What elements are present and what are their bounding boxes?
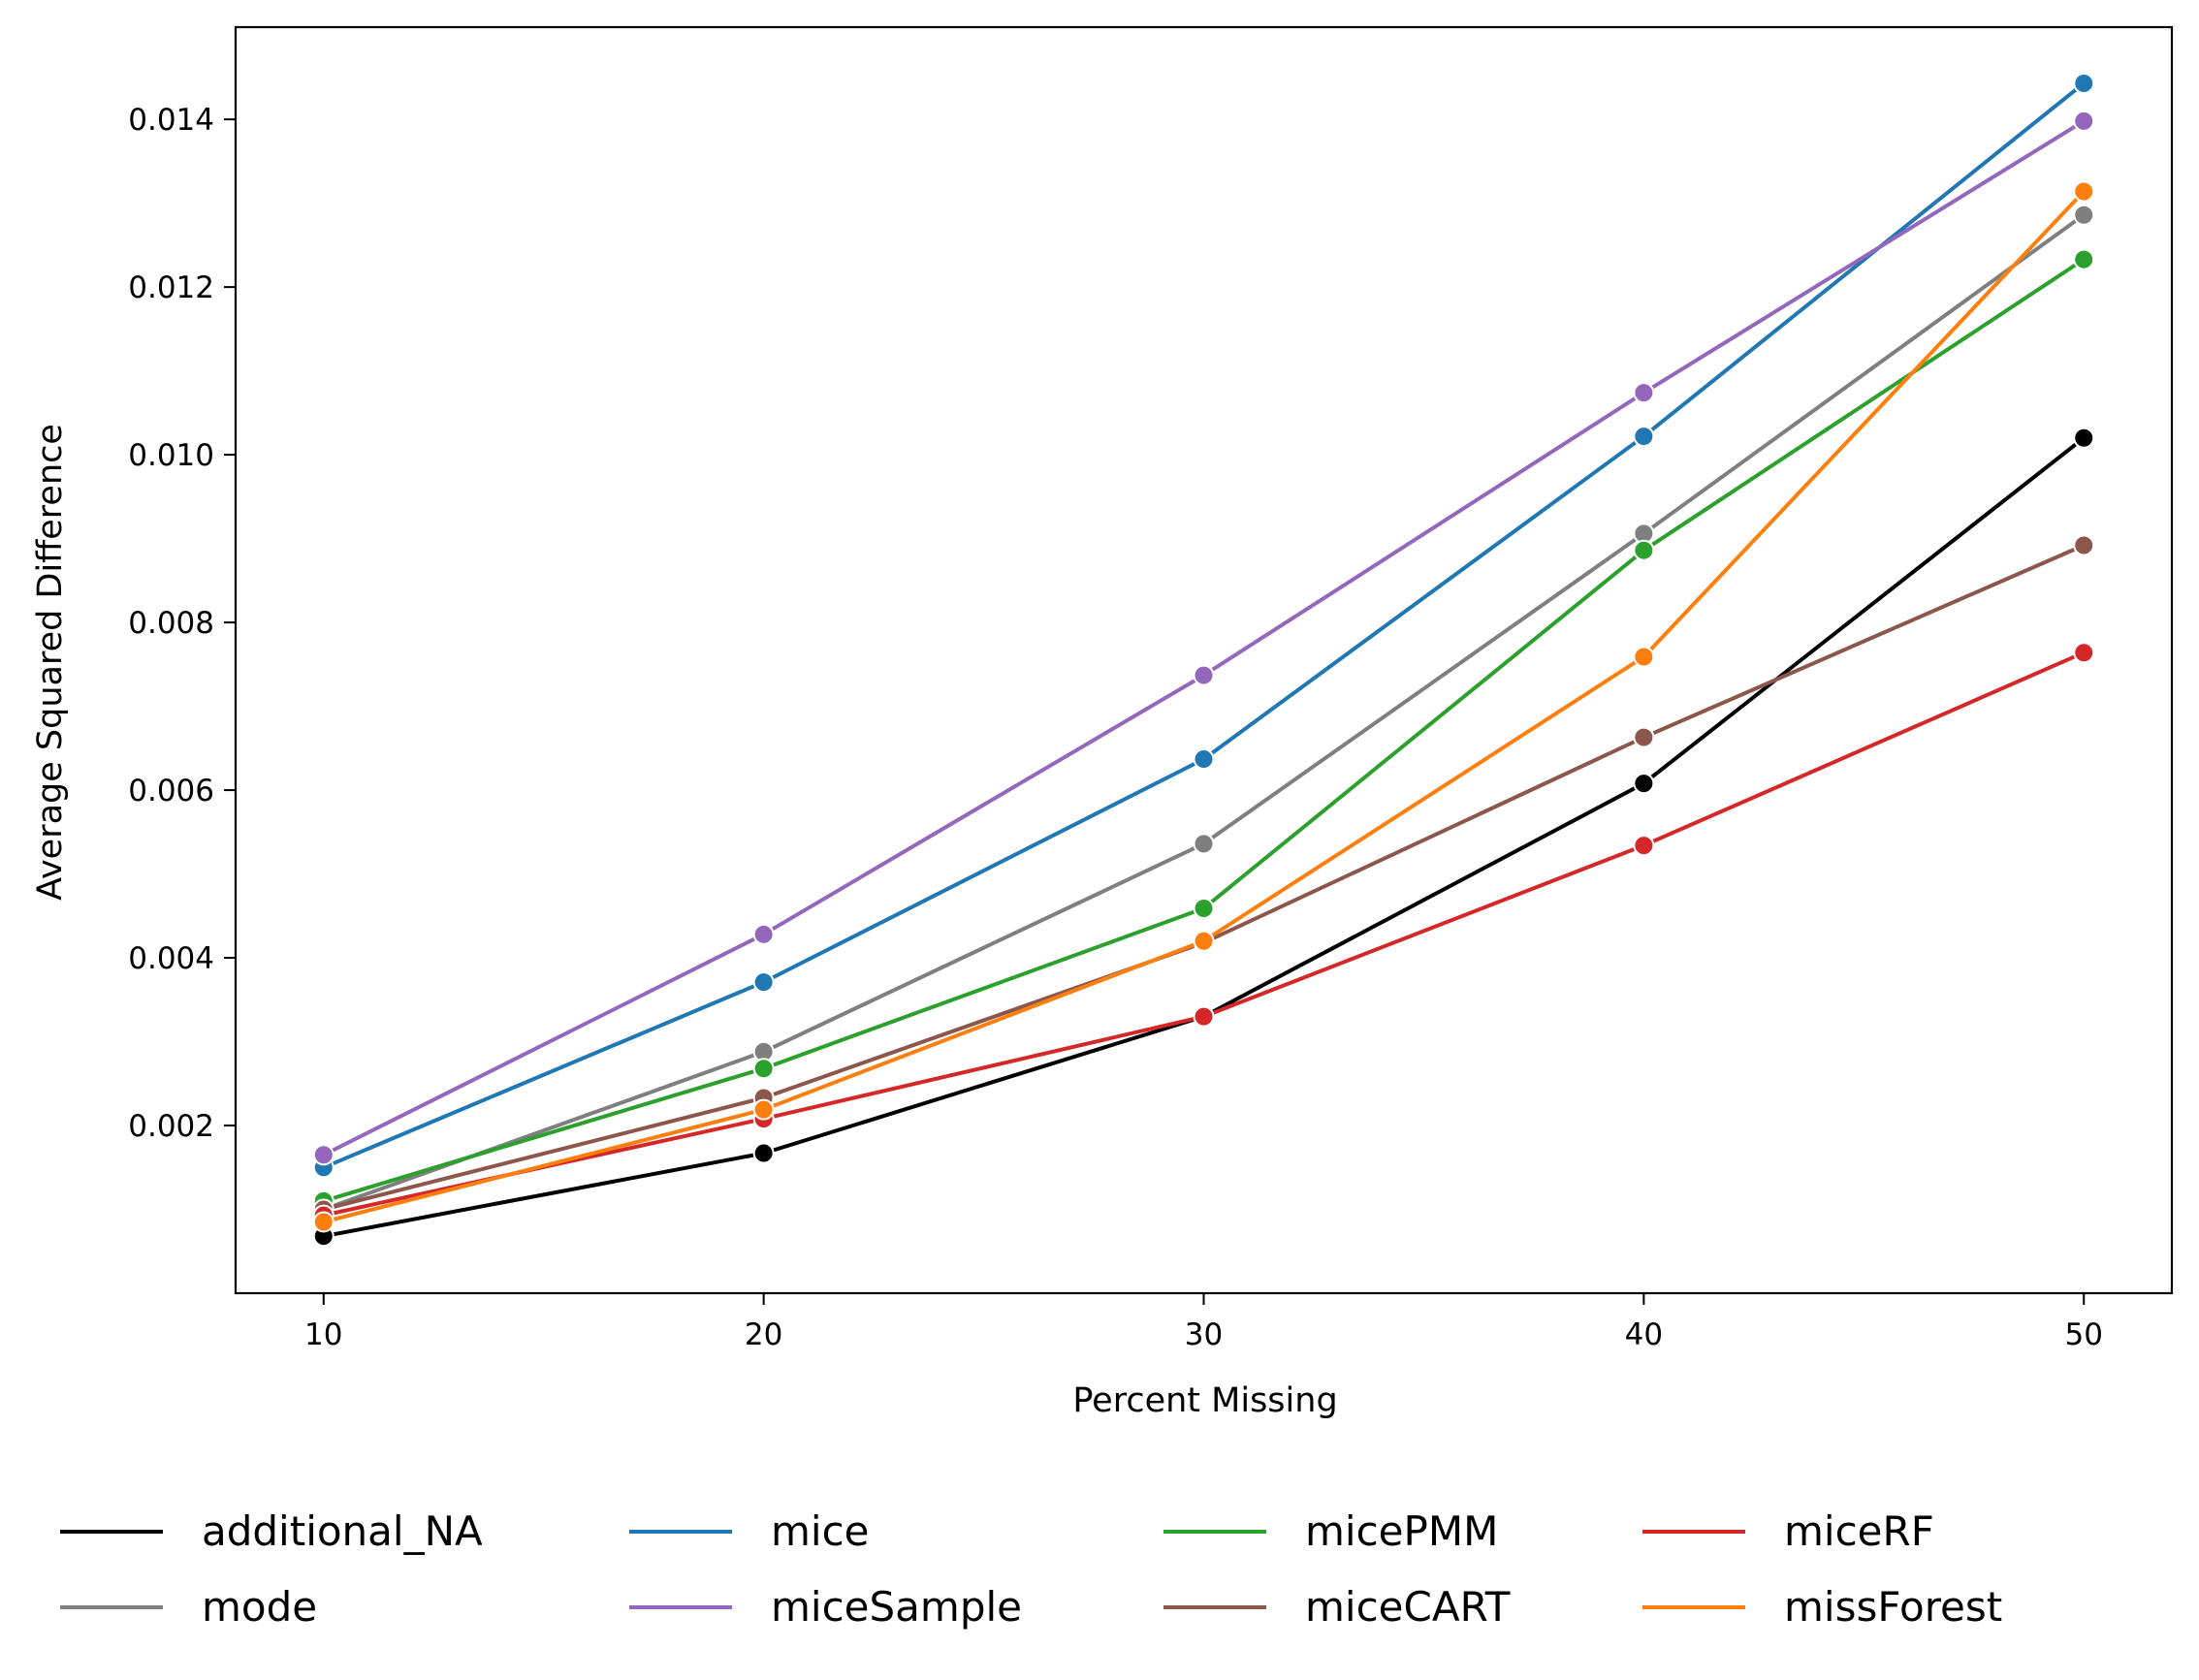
legend-label: miceSample bbox=[771, 1583, 1022, 1631]
data-point-micecart bbox=[2073, 534, 2095, 556]
data-point-missforest bbox=[1193, 930, 1215, 952]
legend-label: mode bbox=[202, 1583, 317, 1631]
data-point-micesample bbox=[1193, 664, 1215, 686]
series-line-mice bbox=[321, 80, 2087, 1170]
y-axis-label: Average Squared Difference bbox=[31, 424, 70, 901]
x-tick-label: 10 bbox=[304, 1317, 342, 1352]
data-point-missforest bbox=[2073, 180, 2095, 203]
data-point-additional-na bbox=[2073, 427, 2095, 449]
legend-item-mice: mice bbox=[629, 1507, 870, 1555]
series-micepmm bbox=[312, 248, 2095, 1212]
legend-item-additional-na: additional_NA bbox=[60, 1507, 483, 1555]
y-tick-label: 0.010 bbox=[128, 438, 214, 473]
y-tick-label: 0.008 bbox=[128, 606, 214, 641]
data-point-missforest bbox=[312, 1211, 335, 1233]
x-axis: 10 20 30 40 50 bbox=[304, 1293, 2103, 1352]
legend-label: miceCART bbox=[1305, 1583, 1511, 1631]
data-point-micerf bbox=[1633, 835, 1655, 857]
data-point-micerf bbox=[1193, 1005, 1215, 1028]
data-point-micepmm bbox=[1633, 539, 1655, 561]
series-micerf bbox=[312, 642, 2095, 1226]
y-tick-label: 0.014 bbox=[128, 103, 214, 138]
x-tick-label: 30 bbox=[1185, 1317, 1223, 1352]
x-axis-label: Percent Missing bbox=[1072, 1381, 1337, 1420]
series-layer bbox=[312, 72, 2095, 1248]
data-point-mice bbox=[1633, 426, 1655, 448]
y-tick-label: 0.006 bbox=[128, 774, 214, 808]
legend-item-micecart: miceCART bbox=[1163, 1583, 1511, 1631]
legend-item-micepmm: micePMM bbox=[1163, 1507, 1498, 1555]
data-point-micepmm bbox=[752, 1058, 775, 1080]
series-line-micepmm bbox=[321, 257, 2087, 1203]
data-point-additional-na bbox=[1633, 773, 1655, 795]
x-tick-label: 20 bbox=[745, 1317, 782, 1352]
data-point-micepmm bbox=[1193, 898, 1215, 920]
data-point-micerf bbox=[2073, 642, 2095, 664]
y-tick-label: 0.012 bbox=[128, 270, 214, 305]
legend-label: miceRF bbox=[1784, 1507, 1934, 1555]
legend-label: mice bbox=[771, 1507, 870, 1555]
legend-label: micePMM bbox=[1305, 1507, 1498, 1555]
data-point-micesample bbox=[312, 1144, 335, 1166]
legend-label: missForest bbox=[1784, 1583, 2002, 1631]
data-point-missforest bbox=[1633, 646, 1655, 668]
series-line-mode bbox=[321, 212, 2087, 1212]
data-point-micecart bbox=[1633, 726, 1655, 748]
data-point-missforest bbox=[752, 1098, 775, 1121]
series-line-micesample bbox=[321, 118, 2087, 1157]
y-axis: 0.002 0.004 0.006 0.008 0.010 0.012 0.014 bbox=[128, 103, 236, 1144]
data-point-micesample bbox=[1633, 382, 1655, 404]
legend-item-missforest: missForest bbox=[1642, 1583, 2002, 1631]
series-missforest bbox=[312, 180, 2095, 1233]
legend-item-mode: mode bbox=[60, 1583, 317, 1631]
data-point-micepmm bbox=[2073, 248, 2095, 270]
legend-item-micerf: miceRF bbox=[1642, 1507, 1934, 1555]
data-point-additional-na bbox=[752, 1142, 775, 1164]
data-point-mode bbox=[2073, 204, 2095, 226]
data-point-mice bbox=[1193, 748, 1215, 771]
plot-area bbox=[234, 25, 2174, 1295]
series-mode bbox=[312, 204, 2095, 1220]
x-tick-label: 50 bbox=[2065, 1317, 2103, 1352]
data-point-mode bbox=[1193, 833, 1215, 855]
data-point-micesample bbox=[752, 923, 775, 945]
y-tick-label: 0.002 bbox=[128, 1109, 214, 1144]
data-point-mice bbox=[2073, 72, 2095, 94]
data-point-mice bbox=[752, 971, 775, 994]
legend-item-micesample: miceSample bbox=[629, 1583, 1022, 1631]
series-micesample bbox=[312, 110, 2095, 1166]
data-point-micesample bbox=[2073, 110, 2095, 132]
series-line-missforest bbox=[321, 189, 2087, 1224]
legend-label: additional_NA bbox=[202, 1507, 483, 1555]
y-tick-label: 0.004 bbox=[128, 941, 214, 976]
plot-border bbox=[234, 25, 2174, 1295]
x-tick-label: 40 bbox=[1625, 1317, 1663, 1352]
